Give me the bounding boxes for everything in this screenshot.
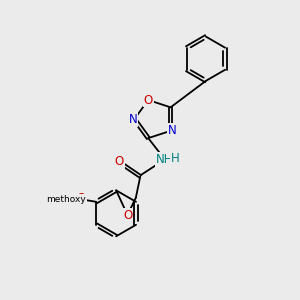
Text: N: N bbox=[168, 124, 177, 137]
Text: methoxy: methoxy bbox=[46, 195, 86, 204]
Text: O: O bbox=[76, 192, 86, 205]
Text: NH: NH bbox=[156, 153, 173, 166]
Text: H: H bbox=[171, 152, 180, 165]
Text: O: O bbox=[115, 155, 124, 168]
Text: O: O bbox=[123, 209, 132, 222]
Text: N: N bbox=[128, 112, 137, 126]
Text: O: O bbox=[144, 94, 153, 106]
